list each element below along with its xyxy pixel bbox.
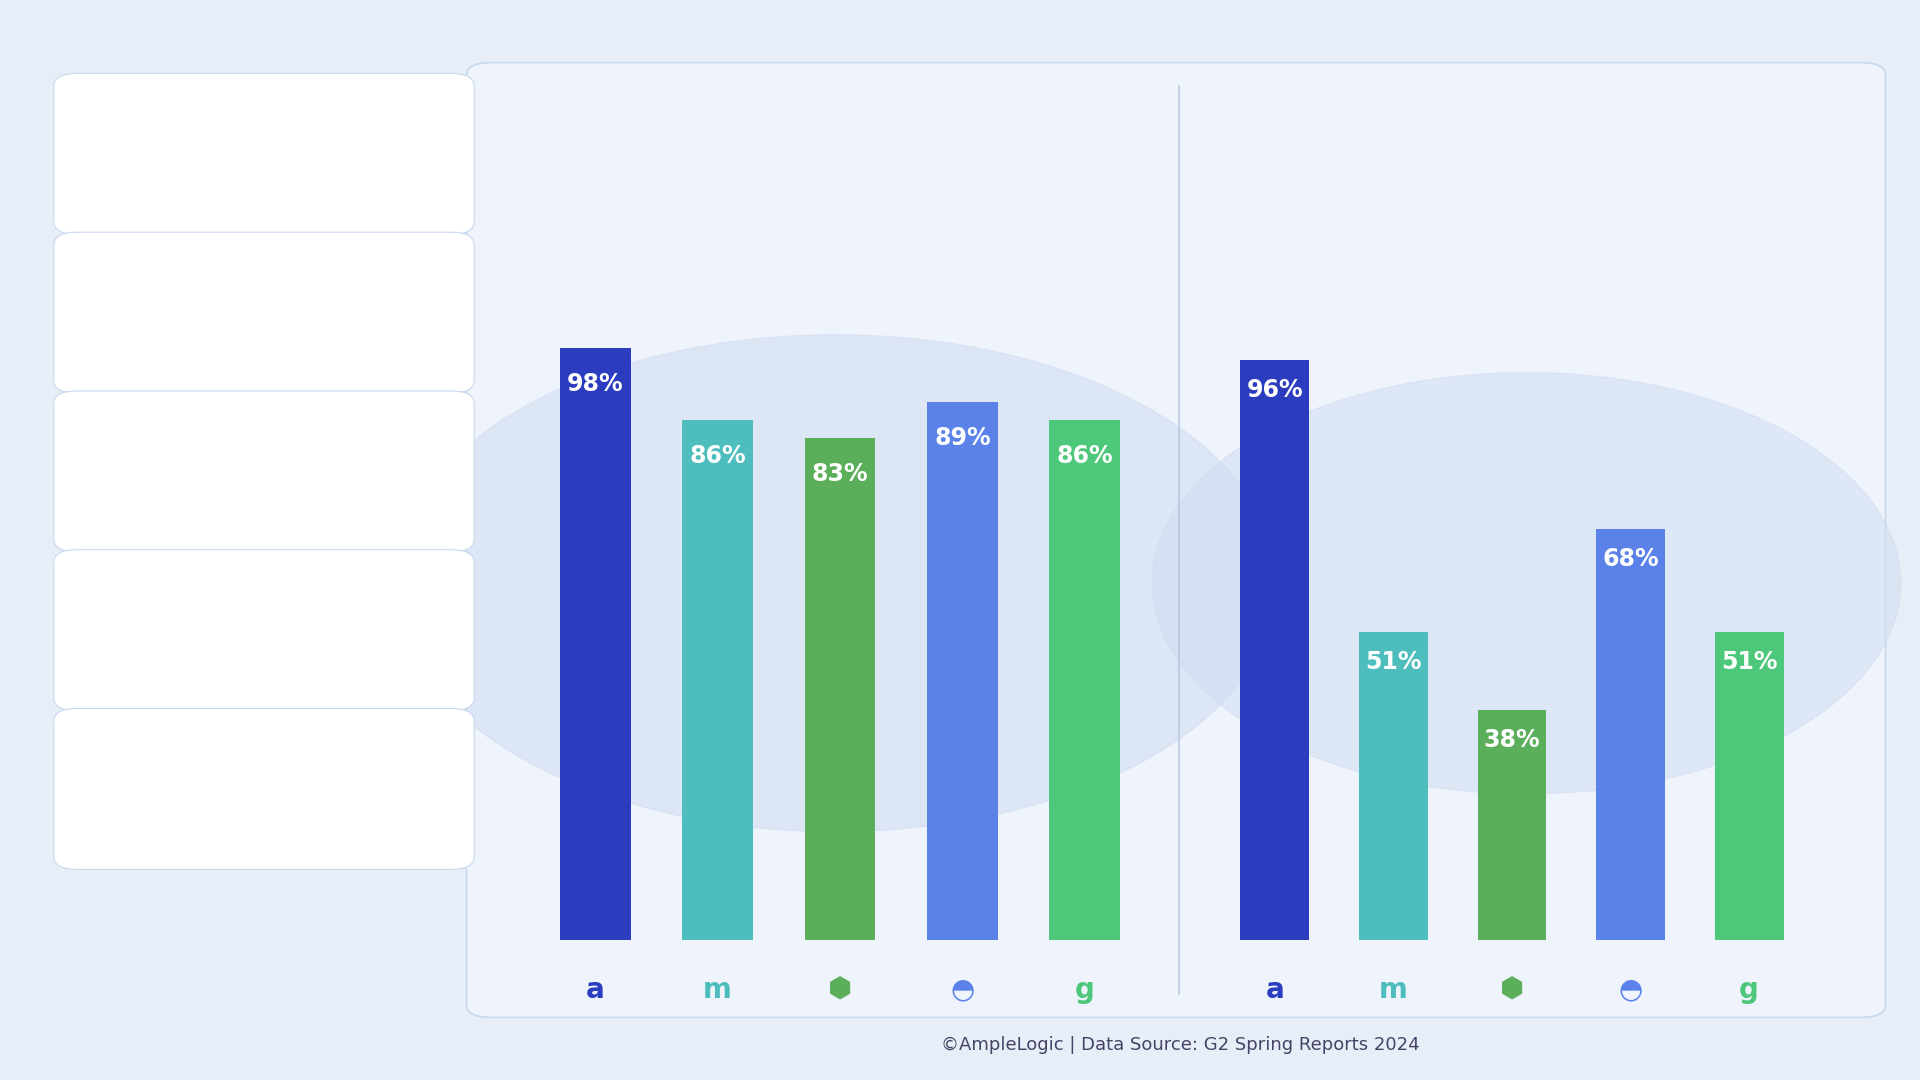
Text: g: g <box>1740 976 1759 1003</box>
Text: 98%: 98% <box>566 372 624 395</box>
Bar <box>1715 632 1784 940</box>
Text: g: g <box>1075 976 1094 1003</box>
Text: 68%: 68% <box>1603 546 1659 571</box>
Text: 38%: 38% <box>1484 728 1540 752</box>
Text: G2 NET PROMOTER
SCORE (NPS): G2 NET PROMOTER SCORE (NPS) <box>1357 100 1715 176</box>
Text: 96%: 96% <box>1246 378 1304 402</box>
Text: ◓: ◓ <box>950 976 975 1003</box>
Text: Qualio: Qualio <box>269 618 344 643</box>
Bar <box>1478 710 1546 940</box>
Bar <box>927 402 998 940</box>
Text: 51%: 51% <box>1365 650 1421 674</box>
Text: greenlight guru: greenlight guru <box>221 780 392 798</box>
Text: mpleLogic: mpleLogic <box>217 140 369 167</box>
Text: SATISFACTION RATING: SATISFACTION RATING <box>616 111 1035 144</box>
Bar <box>1240 360 1309 940</box>
Text: ⬢: ⬢ <box>828 976 852 1003</box>
Bar <box>804 438 876 940</box>
Text: m: m <box>703 976 732 1003</box>
Text: ©AmpleLogic | Data Source: G2 Spring Reports 2024: ©AmpleLogic | Data Source: G2 Spring Rep… <box>941 1037 1421 1054</box>
Text: 86%: 86% <box>1056 444 1114 469</box>
Bar <box>682 420 753 940</box>
Text: m: m <box>1379 976 1407 1003</box>
Text: ⬢: ⬢ <box>1500 976 1524 1003</box>
Text: ◎: ◎ <box>184 617 209 644</box>
Text: 51%: 51% <box>1720 650 1778 674</box>
Bar <box>1596 529 1665 940</box>
Bar <box>561 348 632 940</box>
Text: m: m <box>180 298 213 327</box>
Text: ◓: ◓ <box>1619 976 1644 1003</box>
Text: 89%: 89% <box>933 427 991 450</box>
Bar <box>1048 420 1119 940</box>
Text: 83%: 83% <box>812 462 868 486</box>
Text: MasterControl™: MasterControl™ <box>228 303 407 322</box>
Text: arena: arena <box>278 459 346 484</box>
Text: ⬢: ⬢ <box>190 458 211 485</box>
Text: 86%: 86% <box>689 444 747 469</box>
Bar <box>1359 632 1428 940</box>
Text: a: a <box>586 976 605 1003</box>
Text: a: a <box>165 137 190 171</box>
Text: a: a <box>1265 976 1284 1003</box>
Text: g: g <box>154 774 175 804</box>
